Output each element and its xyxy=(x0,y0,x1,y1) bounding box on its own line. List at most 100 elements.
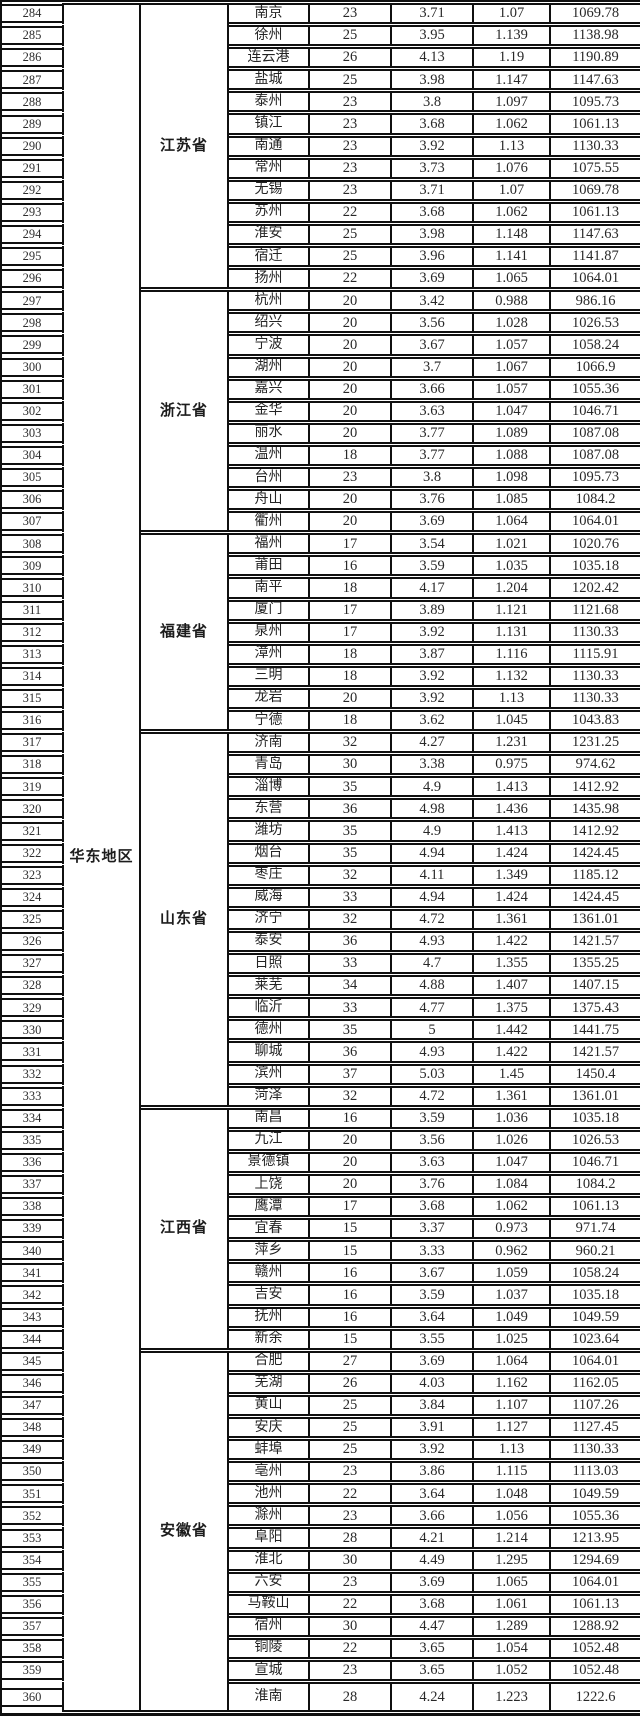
row-number-cell: 333 xyxy=(2,1085,64,1107)
value-col4-cell: 974.62 xyxy=(551,754,640,776)
value-col1-cell: 23 xyxy=(310,466,392,489)
value-col4-cell: 1435.98 xyxy=(551,798,640,820)
row-number: 354 xyxy=(2,1550,62,1570)
row-number-cell: 360 xyxy=(2,1682,64,1712)
value-col2-cell: 3.92 xyxy=(392,665,474,687)
row-number: 325 xyxy=(2,909,62,929)
value-col4-cell: 1294.69 xyxy=(551,1549,640,1571)
value-col4-cell: 1023.64 xyxy=(551,1328,640,1350)
row-number: 346 xyxy=(2,1373,62,1393)
value-col2-cell: 3.68 xyxy=(392,1196,474,1218)
value-col2-cell: 3.63 xyxy=(392,400,474,422)
city-cell: 福州 xyxy=(229,533,310,555)
table-row: 352 滁州 23 3.66 1.056 1055.36 xyxy=(2,1505,640,1527)
table-row: 316 宁德 18 3.62 1.045 1043.83 xyxy=(2,710,640,732)
value-col2-cell: 4.88 xyxy=(392,975,474,997)
city-cell: 抚州 xyxy=(229,1306,310,1328)
row-number: 314 xyxy=(2,666,62,686)
value-col1-cell: 16 xyxy=(310,555,392,577)
city-cell: 新余 xyxy=(229,1328,310,1350)
city-cell: 莱芜 xyxy=(229,975,310,997)
value-col1-cell: 20 xyxy=(310,489,392,511)
value-col4-cell: 1064.01 xyxy=(551,268,640,290)
row-number-cell: 357 xyxy=(2,1615,64,1637)
city-cell: 赣州 xyxy=(229,1262,310,1284)
value-col2-cell: 4.21 xyxy=(392,1527,474,1549)
city-cell: 南昌 xyxy=(229,1107,310,1129)
value-col1-cell: 22 xyxy=(310,1637,392,1660)
row-number: 291 xyxy=(2,158,62,178)
value-col4-cell: 1107.26 xyxy=(551,1394,640,1416)
table-row: 319 淄博 35 4.9 1.413 1412.92 xyxy=(2,776,640,798)
table-row: 323 枣庄 32 4.11 1.349 1185.12 xyxy=(2,864,640,886)
value-col1-cell: 18 xyxy=(310,577,392,599)
city-cell: 六安 xyxy=(229,1571,310,1593)
row-number: 316 xyxy=(2,711,62,731)
row-number: 297 xyxy=(2,291,62,311)
row-number-cell: 305 xyxy=(2,466,64,489)
row-number: 335 xyxy=(2,1130,62,1150)
table-row: 339 宜春 15 3.37 0.973 971.74 xyxy=(2,1218,640,1240)
row-number: 345 xyxy=(2,1351,62,1371)
value-col4-cell: 1087.08 xyxy=(551,422,640,444)
value-col4-cell: 1407.15 xyxy=(551,975,640,997)
value-col2-cell: 3.92 xyxy=(392,1439,474,1461)
row-number: 357 xyxy=(2,1616,62,1636)
value-col4-cell: 1141.87 xyxy=(551,246,640,268)
value-col3-cell: 1.13 xyxy=(474,1439,551,1461)
city-cell: 杭州 xyxy=(229,290,310,312)
value-col4-cell: 1026.53 xyxy=(551,312,640,334)
row-number-cell: 337 xyxy=(2,1173,64,1196)
row-number: 343 xyxy=(2,1307,62,1327)
value-col1-cell: 27 xyxy=(310,1350,392,1372)
row-number: 308 xyxy=(2,534,62,554)
table-row: 305 台州 23 3.8 1.098 1095.73 xyxy=(2,466,640,489)
row-number: 318 xyxy=(2,755,62,775)
value-col2-cell: 3.68 xyxy=(392,1593,474,1615)
row-number: 292 xyxy=(2,180,62,200)
table-row: 347 黄山 25 3.84 1.107 1107.26 xyxy=(2,1394,640,1416)
value-col2-cell: 3.98 xyxy=(392,223,474,246)
value-col2-cell: 4.47 xyxy=(392,1615,474,1637)
table-row: 284 华东地区 江苏省 南京 23 3.71 1.07 1069.78 xyxy=(2,3,640,1712)
value-col1-cell: 20 xyxy=(310,312,392,334)
value-col4-cell: 1147.63 xyxy=(551,69,640,91)
value-col3-cell: 1.059 xyxy=(474,1262,551,1284)
value-col2-cell: 3.38 xyxy=(392,754,474,776)
row-number-cell: 299 xyxy=(2,334,64,356)
table-row: 337 上饶 20 3.76 1.084 1084.2 xyxy=(2,1173,640,1196)
value-col3-cell: 1.422 xyxy=(474,1041,551,1063)
value-col1-cell: 32 xyxy=(310,1085,392,1107)
value-col3-cell: 0.962 xyxy=(474,1240,551,1262)
value-col4-cell: 1064.01 xyxy=(551,1350,640,1372)
city-cell: 吉安 xyxy=(229,1284,310,1306)
value-col4-cell: 986.16 xyxy=(551,290,640,312)
row-number: 356 xyxy=(2,1594,62,1614)
row-number-cell: 310 xyxy=(2,577,64,599)
row-number: 306 xyxy=(2,490,62,510)
table-row: 346 芜湖 26 4.03 1.162 1162.05 xyxy=(2,1372,640,1394)
value-col2-cell: 3.42 xyxy=(392,290,474,312)
row-number: 286 xyxy=(2,48,62,68)
value-col1-cell: 25 xyxy=(310,1394,392,1416)
city-cell: 烟台 xyxy=(229,842,310,864)
value-col4-cell: 971.74 xyxy=(551,1218,640,1240)
row-number-cell: 349 xyxy=(2,1439,64,1461)
value-col3-cell: 1.052 xyxy=(474,1660,551,1682)
table-row: 314 三明 18 3.92 1.132 1130.33 xyxy=(2,665,640,687)
row-number-cell: 330 xyxy=(2,1019,64,1041)
row-number-cell: 359 xyxy=(2,1660,64,1682)
value-col2-cell: 3.8 xyxy=(392,91,474,113)
row-number: 285 xyxy=(2,26,62,46)
city-cell: 东营 xyxy=(229,798,310,820)
table-row: 349 蚌埠 25 3.92 1.13 1130.33 xyxy=(2,1439,640,1461)
value-col3-cell: 1.098 xyxy=(474,466,551,489)
table-row: 348 安庆 25 3.91 1.127 1127.45 xyxy=(2,1417,640,1439)
city-cell: 湖州 xyxy=(229,356,310,378)
row-number: 337 xyxy=(2,1175,62,1195)
value-col3-cell: 1.375 xyxy=(474,997,551,1019)
value-col3-cell: 1.062 xyxy=(474,201,551,223)
table-row: 326 泰安 36 4.93 1.422 1421.57 xyxy=(2,930,640,953)
row-number-cell: 354 xyxy=(2,1549,64,1571)
value-col2-cell: 3.33 xyxy=(392,1240,474,1262)
